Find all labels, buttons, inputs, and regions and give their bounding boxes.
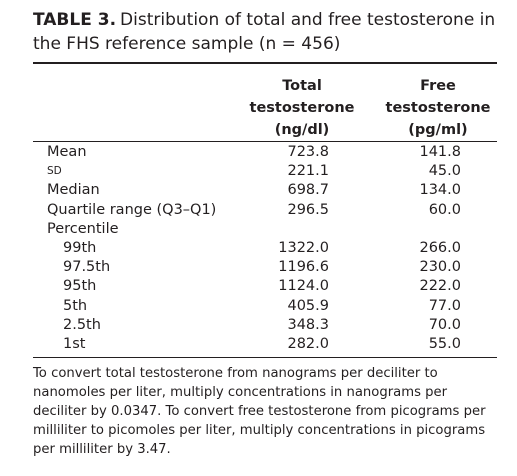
cell-value: 698.7 [287, 182, 329, 199]
rule [33, 357, 497, 358]
cell-value: 1196.6 [278, 259, 329, 276]
cell-value: 222.0 [419, 278, 461, 295]
cell-value: 60.0 [428, 201, 461, 218]
column-header: Total testosterone (ng/dl) [249, 78, 355, 138]
cell-value: 266.0 [419, 240, 461, 256]
footnote: To convert total testosterone from nanog… [33, 366, 486, 457]
cell-value: 70.0 [428, 316, 461, 333]
cell-value: 405.9 [287, 297, 329, 314]
row-label: Quartile range (Q3–Q1) [47, 201, 217, 218]
cell-value: 221.1 [287, 163, 329, 180]
row-label: Percentile [47, 220, 119, 237]
table-label: TABLE 3. [33, 10, 117, 30]
row-label: 95th [63, 278, 97, 295]
row-label: 99th [63, 240, 97, 256]
rule [33, 141, 497, 142]
cell-value: 45.0 [428, 163, 461, 180]
cell-value: 282.0 [287, 336, 329, 352]
cell-value: 1124.0 [278, 278, 329, 295]
row-label: SD [47, 165, 62, 178]
row-label: 2.5th [63, 316, 101, 333]
cell-value: 55.0 [428, 336, 461, 352]
title-text: Distribution of total and free testoster… [33, 10, 496, 54]
cell-value: 77.0 [428, 297, 461, 314]
cell-value: 348.3 [287, 316, 329, 333]
table-title: TABLE 3. Distribution of total and free t… [33, 8, 503, 56]
cell-value: 134.0 [419, 182, 461, 199]
cell-value: 230.0 [419, 259, 461, 276]
row-label: 97.5th [63, 259, 111, 276]
cell-value: 141.8 [419, 144, 461, 160]
cell-value: 723.8 [287, 144, 329, 160]
cell-value: 296.5 [287, 201, 329, 218]
row-label: 5th [63, 297, 88, 314]
row-label: Mean [47, 144, 87, 160]
cell-value: 1322.0 [278, 240, 329, 256]
row-label: 1st [63, 336, 86, 352]
column-header: Free testosterone (pg/ml) [385, 78, 491, 138]
rule [33, 62, 497, 64]
row-label: Median [47, 182, 100, 199]
